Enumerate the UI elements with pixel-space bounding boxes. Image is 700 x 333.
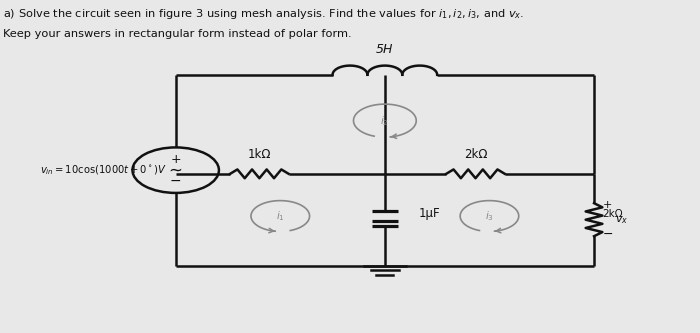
Text: ~: ~ <box>169 161 183 179</box>
Text: 1kΩ: 1kΩ <box>248 148 271 161</box>
Text: $i_3$: $i_3$ <box>485 209 494 223</box>
Text: $v_x$: $v_x$ <box>615 214 628 225</box>
Text: $i_1$: $i_1$ <box>276 209 285 223</box>
Text: +: + <box>170 153 181 166</box>
Text: 2kΩ: 2kΩ <box>463 148 487 161</box>
Text: $v_{in} = 10\cos(1000t + 0^\circ)V$: $v_{in} = 10\cos(1000t + 0^\circ)V$ <box>40 164 167 177</box>
Text: 1μF: 1μF <box>419 206 440 219</box>
Text: −: − <box>603 228 613 241</box>
Text: $i_2$: $i_2$ <box>381 114 389 128</box>
Text: Keep your answers in rectangular form instead of polar form.: Keep your answers in rectangular form in… <box>3 29 351 39</box>
Text: a) Solve the circuit seen in figure 3 using mesh analysis. Find the values for $: a) Solve the circuit seen in figure 3 us… <box>3 7 524 21</box>
Text: 5H: 5H <box>376 43 393 56</box>
Text: −: − <box>170 174 181 188</box>
Text: 2kΩ: 2kΩ <box>603 209 623 219</box>
Text: +: + <box>603 200 612 210</box>
